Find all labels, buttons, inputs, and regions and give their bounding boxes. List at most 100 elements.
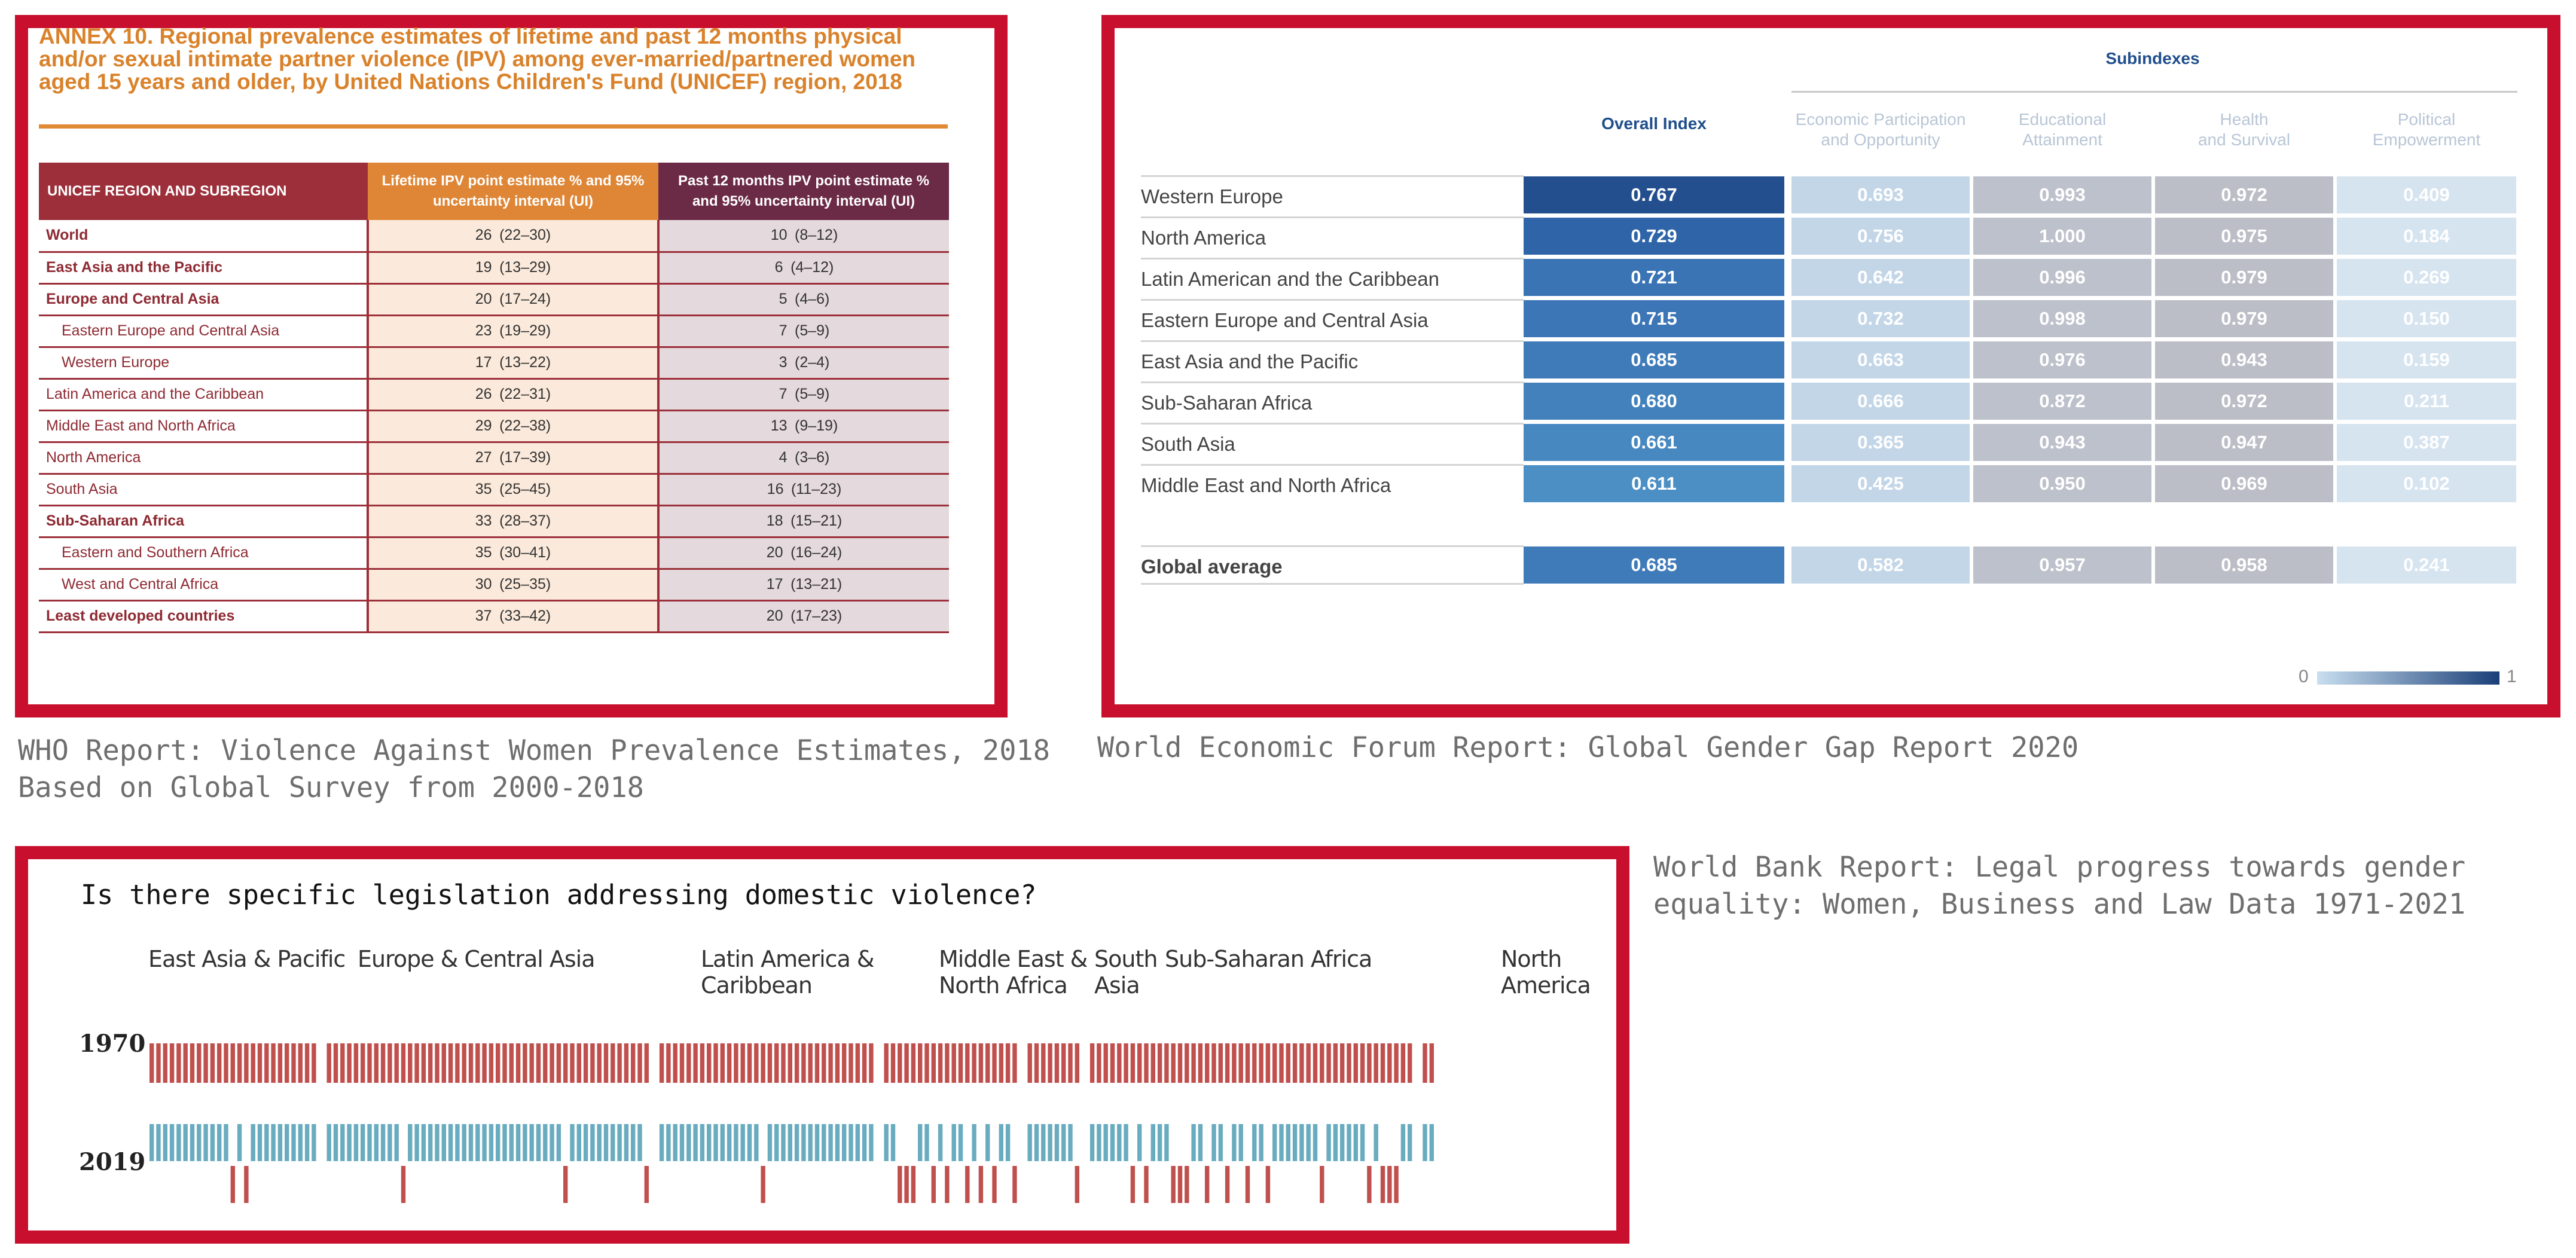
- who-table-row: Eastern and Southern Africa 35 (30–41) 20 …: [39, 537, 949, 570]
- bar-1970-no-law: [828, 1043, 833, 1083]
- bar-2019-has-law: [637, 1124, 642, 1161]
- bar-1970-no-law: [788, 1043, 792, 1083]
- subindex-cell: 0.693: [1791, 176, 1970, 213]
- bar-1970-no-law: [631, 1043, 636, 1083]
- who-table-row: East Asia and the Pacific 19 (13–29) 6 (4–…: [39, 252, 949, 285]
- subindex-cell: 0.872: [1973, 383, 2151, 420]
- overall-index-cell: 0.685: [1524, 341, 1784, 378]
- bar-1970-no-law: [992, 1043, 997, 1083]
- who-table-row: Europe and Central Asia 20 (17–24) 5 (4–6): [39, 283, 949, 316]
- bar-2019-has-law: [333, 1124, 338, 1161]
- bar-1970-no-law: [911, 1043, 916, 1083]
- bar-1970-no-law: [387, 1043, 392, 1083]
- bar-1970-no-law: [550, 1043, 554, 1083]
- who-lifetime-cell: 23 (19–29): [368, 315, 660, 348]
- point-estimate: 10: [770, 227, 788, 244]
- bar-2019-has-law: [788, 1124, 792, 1161]
- who-region-cell: North America: [39, 442, 369, 475]
- bar-1970-no-law: [1259, 1043, 1263, 1083]
- bar-1970-no-law: [617, 1043, 622, 1083]
- bar-2019-has-law: [679, 1124, 685, 1161]
- bar-1970-no-law: [1320, 1043, 1324, 1083]
- bar-1970-no-law: [659, 1043, 664, 1083]
- who-table-row: Eastern Europe and Central Asia 23 (19–29…: [39, 315, 949, 348]
- bar-2019-has-law: [374, 1124, 379, 1161]
- bar-2019-has-law: [326, 1124, 331, 1161]
- bar-2019-has-law: [264, 1124, 269, 1161]
- who-lifetime-cell: 19 (13–29): [368, 252, 660, 285]
- region-label: Middle East & North Africa: [939, 946, 1088, 999]
- point-estimate: 35: [475, 544, 492, 561]
- who-title-rule: [39, 124, 948, 129]
- subindex-cell: 0.976: [1973, 341, 2151, 378]
- bar-1970-no-law: [999, 1043, 1003, 1083]
- bar-1970-no-law: [408, 1043, 413, 1083]
- bar-1970-no-law: [707, 1043, 712, 1083]
- year-label-1970: 1970: [79, 1030, 146, 1058]
- bar-2019-has-law: [781, 1124, 786, 1161]
- bar-2019-has-law: [767, 1124, 773, 1161]
- bar-2019-has-law: [448, 1124, 453, 1161]
- bar-2019-has-law: [1252, 1124, 1257, 1161]
- who-past12-cell: 18 (15–21): [658, 505, 949, 538]
- bar-2019-has-law: [918, 1124, 923, 1161]
- bar-1970-no-law: [414, 1043, 419, 1083]
- who-region-cell: Europe and Central Asia: [39, 283, 369, 316]
- bar-2019-no-law: [1205, 1166, 1210, 1203]
- bar-1970-no-law: [496, 1043, 500, 1083]
- uncertainty-interval: (4–12): [790, 259, 834, 276]
- bar-1970-no-law: [361, 1043, 365, 1083]
- bar-2019-has-law: [502, 1124, 507, 1161]
- bar-1970-no-law: [1367, 1043, 1372, 1083]
- bar-2019-has-law: [1103, 1124, 1108, 1161]
- bar-2019-has-law: [1068, 1124, 1073, 1161]
- bar-2019-has-law: [1429, 1124, 1434, 1161]
- bar-1970-no-law: [1171, 1043, 1176, 1083]
- bar-1970-no-law: [441, 1043, 446, 1083]
- subindex-cell: 0.241: [2337, 546, 2516, 584]
- overall-index-cell: 0.661: [1524, 424, 1784, 461]
- bar-1970-no-law: [1034, 1043, 1039, 1083]
- uncertainty-interval: (17–39): [499, 449, 551, 466]
- bar-1970-no-law: [727, 1043, 732, 1083]
- point-estimate: 30: [475, 576, 492, 593]
- who-col-lifetime: Lifetime IPV point estimate % and 95% un…: [368, 163, 658, 220]
- bar-1970-no-law: [1061, 1043, 1066, 1083]
- bar-2019-has-law: [570, 1124, 575, 1161]
- bar-1970-no-law: [890, 1043, 896, 1083]
- wef-row-label: Middle East and North Africa: [1141, 464, 1524, 503]
- bar-2019-has-law: [1333, 1124, 1338, 1161]
- who-lifetime-cell: 35 (30–41): [368, 537, 660, 570]
- uncertainty-interval: (22–30): [499, 227, 551, 244]
- who-past12-cell: 10 (8–12): [658, 220, 949, 253]
- bar-1970-no-law: [597, 1043, 602, 1083]
- bar-1970-no-law: [374, 1043, 379, 1083]
- subindex-cell: 0.993: [1973, 176, 2151, 213]
- overall-index-cell: 0.685: [1524, 546, 1784, 584]
- subindex-cell: 0.425: [1791, 465, 1970, 502]
- subindex-cell: 0.998: [1973, 300, 2151, 337]
- bar-2019-no-law: [1171, 1166, 1176, 1203]
- bar-2019-has-law: [441, 1124, 446, 1161]
- bar-2019-has-law: [1005, 1124, 1011, 1161]
- subindex-cell: 0.365: [1791, 424, 1970, 461]
- bar-1970-no-law: [1265, 1043, 1271, 1083]
- bar-2019-has-law: [536, 1124, 541, 1161]
- bar-2019-has-law: [1198, 1124, 1203, 1161]
- bar-2019-has-law: [1150, 1124, 1155, 1161]
- uncertainty-interval: (16–24): [790, 544, 843, 561]
- bar-1970-no-law: [822, 1043, 826, 1083]
- bar-2019-has-law: [1164, 1124, 1169, 1161]
- bar-2019-has-law: [556, 1124, 561, 1161]
- bar-2019-has-law: [462, 1124, 466, 1161]
- bar-2019-has-law: [869, 1124, 874, 1161]
- bar-2019-no-law: [1075, 1166, 1079, 1203]
- point-estimate: 3: [779, 354, 788, 371]
- bar-1970-no-law: [951, 1043, 956, 1083]
- bar-1970-no-law: [1429, 1043, 1434, 1083]
- who-past12-cell: 7 (5–9): [658, 315, 949, 348]
- bar-1970-no-law: [1387, 1043, 1392, 1083]
- bar-2019-has-law: [543, 1124, 548, 1161]
- who-past12-cell: 20 (16–24): [658, 537, 949, 570]
